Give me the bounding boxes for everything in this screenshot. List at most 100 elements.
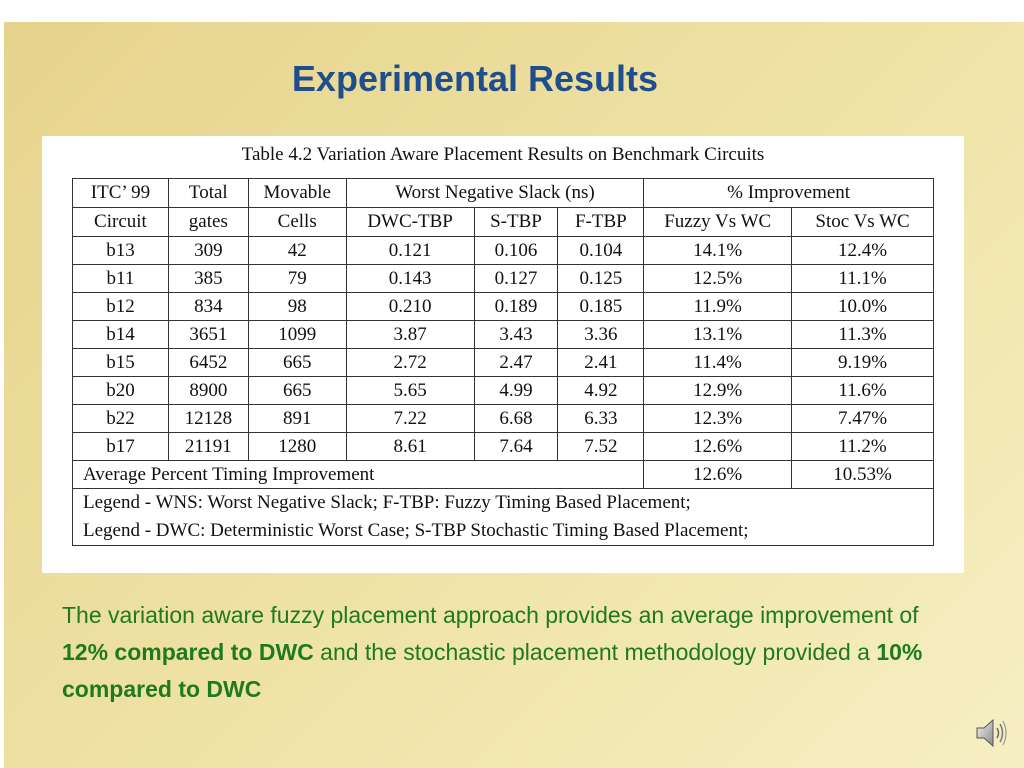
header-cell: Movable — [247, 178, 347, 208]
left-band — [0, 0, 4, 768]
table-cell: 4.99 — [473, 376, 559, 405]
table-cell: 0.210 — [345, 292, 475, 321]
table-cell: 11.2% — [791, 432, 934, 461]
average-fuzzy: 12.6% — [643, 460, 793, 489]
table-cell: b11 — [72, 264, 169, 293]
table-cell: 7.64 — [473, 432, 559, 461]
legend-row: Legend - WNS: Worst Negative Slack; F-TB… — [72, 488, 934, 517]
table-cell: 7.47% — [791, 404, 934, 433]
table-cell: 7.22 — [345, 404, 475, 433]
average-stoc: 10.53% — [791, 460, 934, 489]
table-cell: 98 — [247, 292, 347, 321]
header-cell: S-TBP — [473, 207, 559, 237]
table-cell: 12.4% — [791, 236, 934, 265]
header-cell: Cells — [247, 207, 347, 237]
table-cell: 309 — [167, 236, 249, 265]
legend-line-2: Legend - DWC: Deterministic Worst Case; … — [72, 517, 934, 546]
table-cell: b20 — [72, 376, 169, 405]
summary-part-2: and the stochastic placement methodology… — [313, 639, 877, 665]
table-cell: 6452 — [167, 348, 249, 377]
table-cell: 5.65 — [345, 376, 475, 405]
table-cell: 12128 — [167, 404, 249, 433]
header-cell: ITC’ 99 — [72, 178, 169, 208]
header-cell: gates — [167, 207, 249, 237]
table-cell: 11.4% — [643, 348, 793, 377]
legend-row: Legend - DWC: Deterministic Worst Case; … — [72, 517, 934, 546]
table-cell: 11.3% — [791, 320, 934, 349]
table-cell: 665 — [247, 376, 347, 405]
table-cell: 79 — [247, 264, 347, 293]
summary-highlight-1: 12% compared to DWC — [62, 639, 314, 665]
table-row: b11 385 79 0.143 0.127 0.125 12.5% 11.1% — [72, 264, 934, 293]
table-cell: 8900 — [167, 376, 249, 405]
table-cell: 1280 — [247, 432, 347, 461]
table-cell: 42 — [247, 236, 347, 265]
table-cell: 2.47 — [473, 348, 559, 377]
table-cell: b17 — [72, 432, 169, 461]
table-row: b22 12128 891 7.22 6.68 6.33 12.3% 7.47% — [72, 404, 934, 433]
table-cell: b15 — [72, 348, 169, 377]
table-cell: 7.52 — [557, 432, 645, 461]
table-cell: 9.19% — [791, 348, 934, 377]
header-cell: DWC-TBP — [345, 207, 475, 237]
table-cell: 3651 — [167, 320, 249, 349]
table-cell: 4.92 — [557, 376, 645, 405]
legend-line-1: Legend - WNS: Worst Negative Slack; F-TB… — [72, 488, 934, 517]
table-cell: 1099 — [247, 320, 347, 349]
table-cell: 6.33 — [557, 404, 645, 433]
table-cell: 11.6% — [791, 376, 934, 405]
header-cell-wns: Worst Negative Slack (ns) — [345, 178, 645, 208]
table-cell: 0.185 — [557, 292, 645, 321]
table-cell: 3.36 — [557, 320, 645, 349]
header-row-2: Circuit gates Cells DWC-TBP S-TBP F-TBP … — [72, 207, 934, 237]
table-cell: 12.5% — [643, 264, 793, 293]
average-label: Average Percent Timing Improvement — [71, 460, 645, 489]
table-cell: 12.6% — [643, 432, 793, 461]
table-cell: 0.104 — [557, 236, 645, 265]
table-cell: 3.43 — [473, 320, 559, 349]
table-row: b12 834 98 0.210 0.189 0.185 11.9% 10.0% — [72, 292, 934, 321]
table-cell: b13 — [72, 236, 169, 265]
table-cell: 0.143 — [345, 264, 475, 293]
table-cell: 12.9% — [643, 376, 793, 405]
table-cell: 0.189 — [473, 292, 559, 321]
table-cell: 3.87 — [345, 320, 475, 349]
table-cell: 6.68 — [473, 404, 559, 433]
table-cell: 13.1% — [643, 320, 793, 349]
summary-text: The variation aware fuzzy placement appr… — [62, 597, 962, 708]
table-caption: Table 4.2 Variation Aware Placement Resu… — [241, 144, 765, 165]
table-cell: 834 — [167, 292, 249, 321]
table-cell: 385 — [167, 264, 249, 293]
table-cell: 2.72 — [345, 348, 475, 377]
table-cell: 665 — [247, 348, 347, 377]
table-cell: 10.0% — [791, 292, 934, 321]
table-cell: b12 — [72, 292, 169, 321]
table-cell: b14 — [72, 320, 169, 349]
table-cell: b22 — [72, 404, 169, 433]
results-table: ITC’ 99 Total Movable Worst Negative Sla… — [71, 178, 934, 546]
speaker-icon[interactable] — [974, 716, 1008, 750]
summary-highlight-2: 10% compared to DWC — [62, 639, 923, 702]
header-cell: F-TBP — [557, 207, 645, 237]
header-cell: Fuzzy Vs WC — [643, 207, 793, 237]
slide-title: Experimental Results — [291, 58, 659, 99]
header-cell: Circuit — [72, 207, 169, 237]
table-row: b15 6452 665 2.72 2.47 2.41 11.4% 9.19% — [72, 348, 934, 377]
header-cell: Total — [167, 178, 249, 208]
table-cell: 0.121 — [345, 236, 475, 265]
summary-part-1: The variation aware fuzzy placement appr… — [62, 602, 919, 628]
table-row: b13 309 42 0.121 0.106 0.104 14.1% 12.4% — [72, 236, 934, 265]
table-cell: 21191 — [167, 432, 249, 461]
table-cell: 891 — [247, 404, 347, 433]
table-cell: 11.1% — [791, 264, 934, 293]
table-cell: 8.61 — [345, 432, 475, 461]
table-cell: 0.106 — [473, 236, 559, 265]
table-cell: 0.125 — [557, 264, 645, 293]
table-cell: 2.41 — [557, 348, 645, 377]
top-band — [0, 0, 1024, 22]
table-row: b20 8900 665 5.65 4.99 4.92 12.9% 11.6% — [72, 376, 934, 405]
average-row: Average Percent Timing Improvement 12.6%… — [71, 460, 934, 489]
header-cell: Stoc Vs WC — [791, 207, 934, 237]
table-row: b14 3651 1099 3.87 3.43 3.36 13.1% 11.3% — [72, 320, 934, 349]
header-cell-improvement: % Improvement — [643, 178, 934, 208]
